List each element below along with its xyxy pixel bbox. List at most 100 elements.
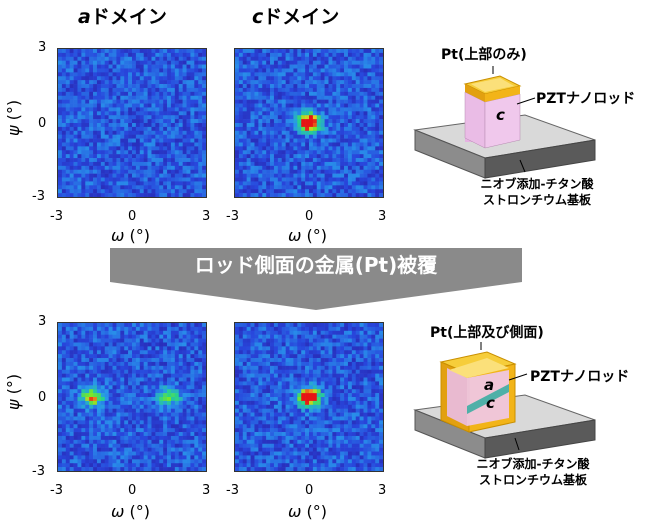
map-pixel bbox=[120, 330, 125, 335]
map-pixel bbox=[116, 393, 121, 398]
map-pixel bbox=[285, 193, 290, 197]
map-pixel bbox=[143, 158, 148, 163]
map-pixel bbox=[163, 91, 168, 97]
map-pixel bbox=[61, 185, 67, 190]
map-pixel bbox=[155, 119, 160, 124]
map-pixel bbox=[124, 334, 129, 339]
map-pixel bbox=[93, 467, 98, 471]
map-pixel bbox=[312, 158, 318, 163]
map-pixel bbox=[254, 165, 259, 171]
map-pixel bbox=[178, 373, 183, 378]
map-pixel bbox=[73, 358, 78, 363]
map-pixel bbox=[347, 115, 353, 120]
map-pixel bbox=[77, 150, 82, 155]
map-pixel bbox=[139, 330, 144, 335]
map-pixel bbox=[147, 56, 152, 61]
map-pixel bbox=[375, 80, 380, 85]
map-pixel bbox=[277, 169, 283, 174]
map-pixel bbox=[371, 193, 376, 197]
map-pixel bbox=[371, 103, 376, 108]
map-pixel bbox=[367, 56, 372, 61]
map-pixel bbox=[324, 126, 329, 132]
map-pixel bbox=[202, 95, 206, 100]
map-pixel bbox=[135, 467, 141, 471]
map-pixel bbox=[297, 80, 302, 85]
map-pixel bbox=[328, 185, 333, 190]
map-pixel bbox=[108, 400, 113, 406]
map-pixel bbox=[351, 173, 357, 178]
map-pixel bbox=[277, 323, 283, 328]
map-pixel bbox=[277, 60, 283, 65]
map-pixel bbox=[246, 416, 251, 421]
map-pixel bbox=[65, 134, 70, 139]
map-pixel bbox=[336, 126, 341, 132]
map-pixel bbox=[159, 91, 164, 97]
map-pixel bbox=[273, 397, 279, 402]
map-pixel bbox=[65, 91, 70, 97]
map-pixel bbox=[182, 150, 187, 155]
map-pixel bbox=[69, 361, 74, 367]
map-pixel bbox=[100, 189, 106, 194]
map-pixel bbox=[297, 459, 302, 464]
map-pixel bbox=[116, 467, 121, 471]
map-pixel bbox=[293, 68, 298, 73]
map-pixel bbox=[69, 87, 74, 93]
map-pixel bbox=[285, 76, 290, 81]
map-pixel bbox=[143, 56, 148, 61]
map-pixel bbox=[242, 134, 247, 139]
map-pixel bbox=[250, 84, 255, 89]
map-pixel bbox=[104, 107, 109, 112]
map-pixel bbox=[266, 87, 271, 93]
map-pixel bbox=[139, 455, 144, 460]
map-pixel bbox=[120, 365, 125, 371]
map-pixel bbox=[73, 91, 78, 97]
map-pixel bbox=[336, 87, 341, 93]
map-pixel bbox=[170, 49, 176, 54]
map-pixel bbox=[147, 103, 152, 108]
map-pixel bbox=[155, 393, 160, 398]
map-pixel bbox=[147, 87, 152, 93]
map-pixel bbox=[238, 95, 244, 100]
map-pixel bbox=[170, 161, 176, 167]
map-pixel bbox=[139, 142, 144, 147]
map-pixel bbox=[135, 154, 141, 159]
map-pixel bbox=[135, 358, 141, 363]
map-pixel bbox=[128, 432, 133, 437]
map-pixel bbox=[258, 52, 263, 58]
map-pixel bbox=[340, 177, 345, 182]
map-pixel bbox=[155, 326, 160, 332]
map-pixel bbox=[293, 420, 298, 425]
map-pixel bbox=[246, 52, 251, 58]
map-pixel bbox=[340, 158, 345, 163]
map-pixel bbox=[69, 373, 74, 378]
map-pixel bbox=[297, 404, 302, 409]
map-pixel bbox=[235, 393, 240, 398]
map-pixel bbox=[281, 189, 286, 194]
map-pixel bbox=[128, 80, 133, 85]
map-pixel bbox=[285, 134, 290, 139]
map-pixel bbox=[85, 451, 90, 456]
map-pixel bbox=[186, 56, 191, 61]
map-pixel bbox=[250, 435, 255, 441]
map-pixel bbox=[242, 354, 247, 359]
map-pixel bbox=[266, 91, 271, 97]
map-pixel bbox=[116, 134, 121, 139]
map-pixel bbox=[254, 361, 259, 367]
map-pixel bbox=[186, 397, 191, 402]
map-pixel bbox=[147, 177, 152, 182]
map-pixel bbox=[262, 165, 267, 171]
map-pixel bbox=[301, 377, 306, 382]
map-pixel bbox=[139, 365, 144, 371]
map-pixel bbox=[297, 397, 302, 402]
map-pixel bbox=[120, 72, 125, 77]
map-pixel bbox=[73, 99, 78, 104]
map-pixel bbox=[309, 181, 314, 186]
map-pixel bbox=[289, 146, 294, 151]
map-pixel bbox=[174, 400, 180, 406]
map-pixel bbox=[73, 72, 78, 77]
map-pixel bbox=[139, 115, 144, 120]
map-pixel bbox=[155, 447, 160, 452]
map-pixel bbox=[190, 323, 195, 328]
map-pixel bbox=[65, 87, 70, 93]
map-pixel bbox=[128, 142, 133, 147]
